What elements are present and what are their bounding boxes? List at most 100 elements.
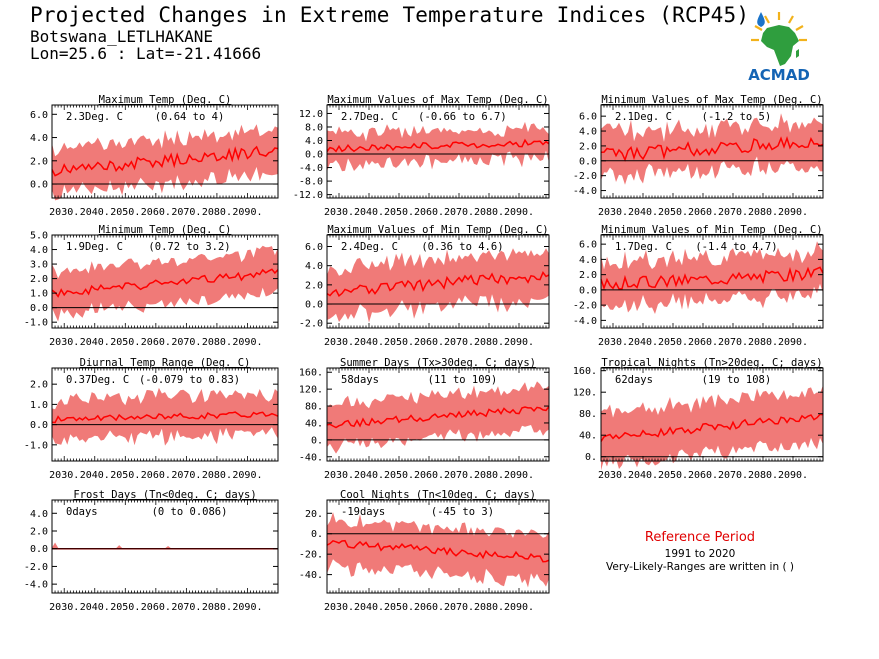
likely-range: (0.64 to 4) xyxy=(155,111,225,123)
change-value: 1.9Deg. C xyxy=(66,241,123,253)
y-tick-label: 5.0 xyxy=(30,231,48,242)
chart-title: Maximum Values of Max Temp (Deg. C) xyxy=(327,94,548,106)
chart-panel: -40. 0. 40. 80. 120. 160. 2030. 2040. 2050. 2060.… xyxy=(299,357,550,481)
y-tick-label: 0.0 xyxy=(579,156,597,167)
x-tick-label: 2030. xyxy=(49,470,79,481)
chart-panel: -4.0 -2.0 0.0 2.0 4.0 6.0 2030. 2040. 2050. 2060.… xyxy=(573,224,824,348)
series-line xyxy=(51,411,279,424)
y-tick-label: -1.0 xyxy=(24,440,48,451)
reference-box: Reference Period 1991 to 2020 Very-Likel… xyxy=(585,530,815,575)
x-tick-label: 2080. xyxy=(474,470,504,481)
likely-range: (-1.2 to 5) xyxy=(702,111,772,123)
chart-panel: -4.0 -2.0 0.0 2.0 4.0 6.0 2030. 2040. 2050. 2060.… xyxy=(573,94,824,218)
chart-title: Diurnal Temp Range (Deg. C) xyxy=(80,357,251,369)
x-tick-label: 2050. xyxy=(384,470,414,481)
chart-title: Frost Days (Tn<0deg. C; days) xyxy=(73,489,256,501)
y-tick-label: -2.0 xyxy=(299,319,323,330)
x-tick-label: 2070. xyxy=(718,207,748,218)
x-tick-label: 2050. xyxy=(110,337,140,348)
reference-years: 1991 to 2020 xyxy=(664,548,736,561)
x-tick-label: 2070. xyxy=(171,602,201,613)
y-tick-label: 6.0 xyxy=(305,242,323,253)
chart-title: Minimum Values of Min Temp (Deg. C) xyxy=(601,224,822,236)
change-value: -19days xyxy=(341,506,385,518)
y-tick-label: 40. xyxy=(579,431,597,442)
y-tick-label: 0.0 xyxy=(305,300,323,311)
y-tick-label: 20. xyxy=(305,509,323,520)
likely-range: (-1.4 to 4.7) xyxy=(695,241,777,253)
series-range-band xyxy=(52,124,278,201)
y-tick-label: 12.0 xyxy=(299,109,323,120)
africa-map-logo-icon: ACMAD xyxy=(748,12,810,84)
x-tick-label: 2080. xyxy=(202,207,232,218)
x-tick-label: 2040. xyxy=(80,470,110,481)
x-tick-label: 2040. xyxy=(354,337,384,348)
x-tick-label: 2060. xyxy=(414,207,444,218)
y-tick-label: 6.0 xyxy=(30,110,48,121)
y-tick-label: -4.0 xyxy=(299,163,323,174)
y-tick-label: 120. xyxy=(299,385,323,396)
x-tick-label: 2070. xyxy=(444,602,474,613)
y-tick-label: 0. xyxy=(311,435,323,446)
chart-title: Minimum Temp (Deg. C) xyxy=(99,224,232,236)
y-tick-label: 2.0 xyxy=(30,274,48,285)
change-value: 1.7Deg. C xyxy=(615,241,672,253)
x-tick-label: 2030. xyxy=(598,207,628,218)
x-tick-label: 2090. xyxy=(504,207,534,218)
y-tick-label: 0.0 xyxy=(305,150,323,161)
y-tick-label: 0.0 xyxy=(579,285,597,296)
y-tick-label: 2.0 xyxy=(579,141,597,152)
series-range-band xyxy=(327,121,549,172)
change-value: 2.7Deg. C xyxy=(341,111,398,123)
y-tick-label: 0.0 xyxy=(30,303,48,314)
series-line xyxy=(326,138,550,153)
chart-title: Cool Nights (Tn<10deg. C; days) xyxy=(340,489,536,501)
acmad-logo: ACMAD xyxy=(733,8,825,86)
logo-text: ACMAD xyxy=(748,66,810,84)
x-tick-label: 2070. xyxy=(444,470,474,481)
x-tick-label: 2040. xyxy=(628,470,658,481)
y-tick-label: -12.0 xyxy=(293,190,323,201)
x-tick-label: 2030. xyxy=(598,337,628,348)
y-tick-label: 3.0 xyxy=(30,260,48,271)
x-tick-label: 2030. xyxy=(324,207,354,218)
x-tick-label: 2090. xyxy=(504,337,534,348)
x-tick-label: 2050. xyxy=(384,207,414,218)
x-tick-label: 2050. xyxy=(110,602,140,613)
reference-title: Reference Period xyxy=(644,530,756,545)
x-tick-label: 2060. xyxy=(688,470,718,481)
x-tick-label: 2030. xyxy=(324,602,354,613)
likely-range: (-0.66 to 6.7) xyxy=(418,111,507,123)
series-spike xyxy=(115,545,123,549)
x-tick-label: 2090. xyxy=(504,470,534,481)
x-tick-label: 2070. xyxy=(718,337,748,348)
y-tick-label: -4.0 xyxy=(573,186,597,197)
chart-panel: -2.0 0.0 2.0 4.0 6.0 2030. 2040. 2050. 2060. 2070… xyxy=(299,224,550,348)
x-tick-label: 2090. xyxy=(232,470,262,481)
chart-title: Summer Days (Tx>30deg. C; days) xyxy=(340,357,536,369)
change-value: 58days xyxy=(341,374,379,386)
chart-title: Tropical Nights (Tn>20deg. C; days) xyxy=(601,357,822,369)
y-tick-label: 2.0 xyxy=(30,156,48,167)
y-tick-label: 0.0 xyxy=(30,420,48,431)
y-tick-label: 1.0 xyxy=(30,400,48,411)
y-tick-label: 160. xyxy=(299,368,323,379)
change-value: 62days xyxy=(615,374,653,386)
x-tick-label: 2070. xyxy=(444,337,474,348)
likely-range: (-45 to 3) xyxy=(431,506,494,518)
series-line xyxy=(600,266,824,291)
series-range-band xyxy=(601,241,823,314)
x-tick-label: 2080. xyxy=(202,470,232,481)
x-tick-label: 2090. xyxy=(778,207,808,218)
x-tick-label: 2080. xyxy=(202,337,232,348)
x-tick-label: 2060. xyxy=(414,602,444,613)
y-tick-label: -20. xyxy=(299,550,323,561)
likely-range: (0 to 0.086) xyxy=(152,506,228,518)
x-tick-label: 2060. xyxy=(688,337,718,348)
y-tick-label: 6.0 xyxy=(579,240,597,251)
x-tick-label: 2070. xyxy=(444,207,474,218)
chart-panel: -40.-20.0.20.2030. 2040. 2050. 2060. 2070. 20… xyxy=(299,489,550,613)
y-tick-label: -2.0 xyxy=(24,562,48,573)
